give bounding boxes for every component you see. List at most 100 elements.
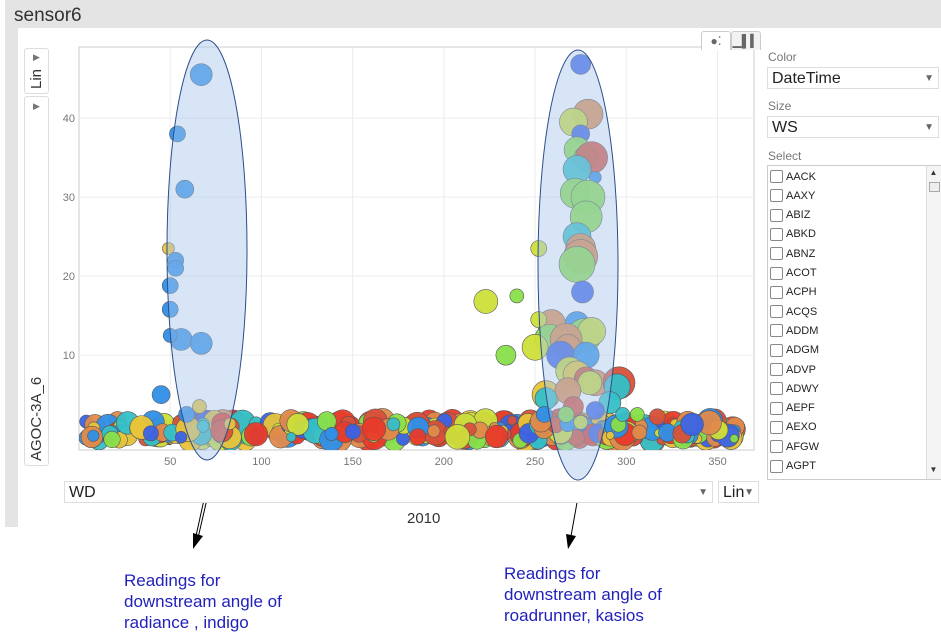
list-item[interactable]: ABKD [770,225,816,244]
checkbox[interactable] [770,247,783,261]
checkbox[interactable] [770,227,783,241]
data-point [571,280,594,304]
data-point [573,415,588,430]
tab-bar-view[interactable]: ▁▌▍ [731,31,761,50]
list-item[interactable]: ACQS [770,302,817,321]
list-item-label: AACK [786,170,816,183]
checkbox[interactable] [770,266,783,280]
x-scale-button[interactable]: Lin ▼ [718,481,759,503]
checkbox[interactable] [770,305,783,319]
select-label: Select [768,149,802,163]
checkbox[interactable] [770,189,783,203]
tab-bubble-view[interactable]: ●⁚ [701,31,731,50]
checkbox[interactable] [770,363,783,376]
checkbox[interactable] [770,401,783,415]
baseline-bubble [103,430,121,449]
baseline-bubble [605,431,615,440]
list-item[interactable]: ACPH [770,283,817,302]
baseline-bubble [729,434,739,444]
y-variable-select[interactable]: ▶ AGOC-3A_6 [24,96,49,466]
y-tick-label: 30 [63,192,75,204]
arrow-head [193,533,203,549]
list-item[interactable]: ADWY [770,379,819,398]
baseline-bubble [361,416,387,442]
baseline-bubble [680,412,704,437]
list-item[interactable]: AEXO [770,418,817,437]
annotation-line: radiance , indigo [124,613,249,632]
x-tick-label: 150 [343,456,361,468]
size-select[interactable]: WS ▼ [767,116,939,138]
list-item-label: AEXO [786,421,817,434]
data-point [175,179,195,199]
checkbox[interactable] [770,170,783,183]
baseline-bubble [324,427,339,441]
x-variable-value: WD [69,484,96,501]
chevron-down-icon: ▼ [924,122,934,133]
list-item[interactable]: AAXY [770,186,815,205]
list-item-label: AAXY [786,189,816,202]
y-tick-label: 40 [63,113,75,125]
checkbox[interactable] [770,285,783,299]
color-select[interactable]: DateTime ▼ [767,67,939,89]
list-item[interactable]: ABNZ [770,244,815,263]
size-select-value: WS [772,119,798,136]
list-item-label: AEPF [786,402,815,415]
list-item[interactable]: AEPF [770,399,815,418]
chevron-down-icon: ▼ [698,487,708,498]
checkbox[interactable] [770,382,783,396]
list-item[interactable]: AFGW [770,437,819,456]
checkbox[interactable] [770,343,783,357]
baseline-bubble [631,424,648,441]
data-point [509,288,525,304]
checkbox[interactable] [770,324,783,338]
baseline-bubble [409,428,427,446]
annotation-line: downstream angle of [504,585,662,604]
list-item[interactable]: AACK [770,167,816,186]
data-point [495,344,517,366]
x-scale-label: Lin [723,484,745,501]
highlight-ellipse-left [166,39,248,461]
data-point [473,289,499,314]
list-item[interactable]: AGPT [770,457,816,476]
checkbox[interactable] [770,208,783,222]
y-scale-button[interactable]: ▶ Lin [24,48,49,94]
x-variable-select[interactable]: WD ▼ [64,481,713,503]
color-label: Color [768,50,797,64]
list-scrollbar[interactable]: ▲ ▼ [926,166,941,479]
checkbox[interactable] [770,420,783,434]
plot-area [78,46,755,451]
list-item[interactable]: ABIZ [770,206,810,225]
list-item-label: ADDM [786,324,819,337]
checkbox[interactable] [770,459,783,473]
scroll-down-icon[interactable]: ▼ [929,465,938,474]
baseline-bubble [484,424,509,449]
scroll-thumb[interactable] [929,182,940,192]
select-listbox[interactable]: AACK AAXY ABIZ ABKD ABNZ ACOT ACPH ACQS ADDM ADGM… [767,165,941,480]
list-item[interactable]: ADGM [770,341,819,360]
baseline-bubble [507,415,517,426]
baseline-bubble [286,432,297,443]
window-title: sensor6 [14,5,82,26]
bubble-chart-icon: ●⁚ [710,34,722,48]
scroll-up-icon[interactable]: ▲ [929,168,938,177]
chevron-down-icon: ▼ [924,73,934,84]
list-item[interactable]: ADVP [770,360,816,379]
list-item-label: ACOT [786,267,817,279]
arrow-head [566,534,576,549]
y-tick-label: 20 [63,271,75,283]
list-item[interactable]: ACOT [770,264,817,283]
x-axis-title: 2010 [407,510,441,527]
list-item-label: AGPT [786,460,816,472]
bar-chart-icon: ▁▌▍ [732,34,760,48]
list-item-label: ACPH [786,286,817,299]
checkbox[interactable] [770,440,783,454]
list-item-label: ADVP [786,363,816,376]
list-item-label: AFGW [786,440,819,453]
x-tick-label: 200 [435,456,453,468]
data-point [649,408,666,426]
baseline-bubble [386,417,401,432]
list-item[interactable]: ADDM [770,321,818,340]
annotation-line: Readings for [504,564,601,583]
baseline-bubble [286,413,310,436]
